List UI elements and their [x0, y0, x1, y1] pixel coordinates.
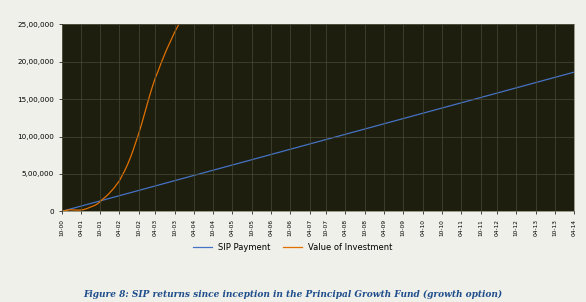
- SIP Payment: [571, 70, 578, 74]
- SIP Payment: [58, 210, 65, 213]
- SIP Payment: [306, 142, 313, 146]
- SIP Payment: [77, 204, 84, 208]
- SIP Payment: [168, 180, 175, 183]
- Value of Investment: [58, 210, 65, 213]
- SIP Payment: [472, 97, 479, 101]
- Line: SIP Payment: SIP Payment: [62, 72, 574, 211]
- SIP Payment: [477, 96, 484, 99]
- Value of Investment: [168, 37, 175, 40]
- Line: Value of Investment: Value of Investment: [62, 0, 574, 211]
- SIP Payment: [394, 118, 401, 122]
- Value of Investment: [77, 208, 84, 212]
- Legend: SIP Payment, Value of Investment: SIP Payment, Value of Investment: [190, 240, 396, 255]
- Text: Figure 8: SIP returns since inception in the Principal Growth Fund (growth optio: Figure 8: SIP returns since inception in…: [83, 290, 503, 299]
